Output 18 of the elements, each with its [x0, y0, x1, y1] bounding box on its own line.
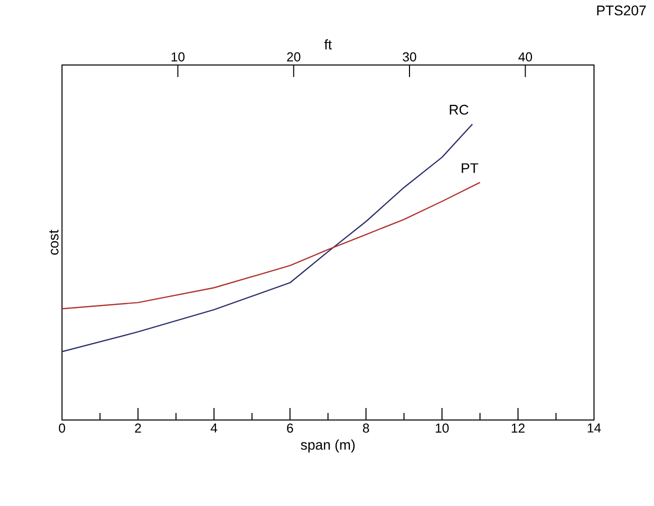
x-tick-label: 6: [287, 424, 294, 433]
x-tick-label: 8: [362, 424, 370, 433]
x-tick-label: 0: [58, 424, 66, 433]
text: PTS207: [597, 6, 646, 16]
series-label: PT: [462, 163, 478, 173]
x-tick-label: 2: [135, 424, 141, 433]
x2-tick-label: 10: [172, 52, 185, 62]
x-tick-label: 10: [436, 424, 449, 433]
x2-axis-title: ft: [324, 39, 332, 50]
x2-tick-label: 20: [287, 52, 300, 62]
x-tick-label: 12: [512, 424, 525, 433]
y-axis-title: cost: [49, 230, 58, 255]
x-tick-label: 14: [588, 424, 601, 432]
x2-tick-label: 40: [518, 52, 532, 62]
x-tick-label: 4: [210, 424, 218, 432]
x-axis-title: span (m): [300, 440, 355, 453]
series-label: RC: [450, 104, 468, 115]
x2-tick-label: 30: [402, 52, 416, 62]
